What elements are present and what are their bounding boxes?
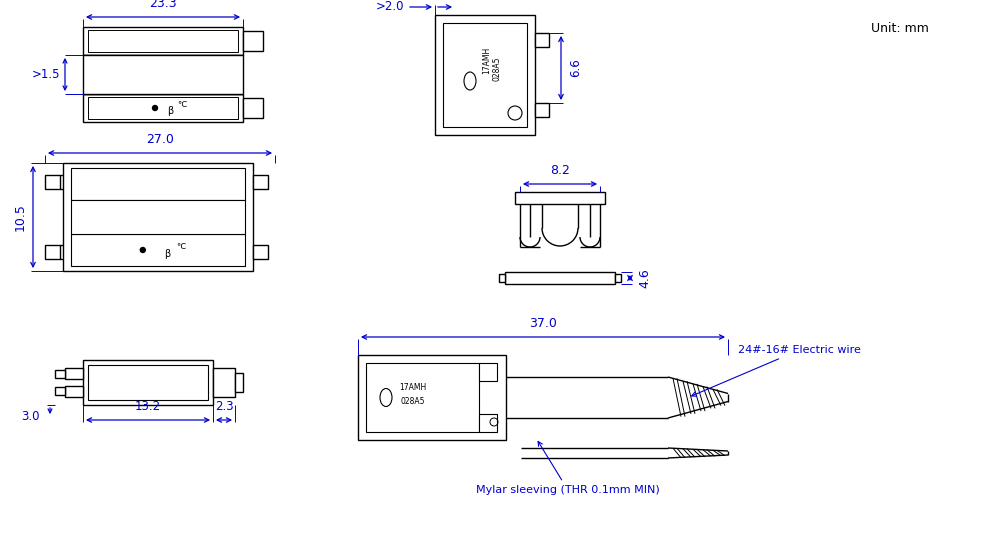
Bar bbox=[45, 175, 60, 189]
Text: $\mathregular{\beta}$: $\mathregular{\beta}$ bbox=[167, 105, 174, 118]
Text: 4.6: 4.6 bbox=[637, 268, 650, 288]
Bar bbox=[71, 168, 244, 200]
Bar bbox=[366, 363, 479, 432]
Bar bbox=[83, 27, 242, 55]
Text: 6.6: 6.6 bbox=[568, 59, 581, 78]
Bar bbox=[253, 175, 268, 189]
Text: 23.3: 23.3 bbox=[149, 0, 176, 10]
Bar bbox=[534, 33, 548, 47]
Text: >2.0: >2.0 bbox=[375, 1, 404, 14]
Bar bbox=[534, 103, 548, 117]
Bar bbox=[435, 15, 534, 135]
Bar bbox=[65, 386, 83, 397]
Bar bbox=[242, 98, 263, 118]
Text: >1.5: >1.5 bbox=[31, 68, 60, 81]
Bar bbox=[55, 370, 65, 378]
Bar bbox=[479, 414, 497, 432]
Text: Unit: mm: Unit: mm bbox=[870, 22, 928, 35]
Bar bbox=[499, 274, 504, 282]
Circle shape bbox=[140, 248, 145, 253]
Bar bbox=[83, 94, 242, 122]
Bar bbox=[504, 272, 614, 284]
Bar bbox=[65, 368, 83, 379]
Text: ℃: ℃ bbox=[176, 242, 185, 250]
Bar bbox=[83, 360, 212, 405]
Text: 2.3: 2.3 bbox=[214, 400, 233, 413]
Bar bbox=[242, 31, 263, 51]
Text: 10.5: 10.5 bbox=[14, 203, 27, 231]
Bar bbox=[63, 163, 253, 271]
Bar bbox=[88, 97, 237, 119]
Bar bbox=[253, 245, 268, 259]
Text: 13.2: 13.2 bbox=[135, 400, 161, 413]
Bar bbox=[55, 387, 65, 395]
Text: 8.2: 8.2 bbox=[549, 164, 569, 177]
Text: $\mathregular{\beta}$: $\mathregular{\beta}$ bbox=[163, 247, 171, 261]
Bar bbox=[514, 192, 604, 204]
Bar bbox=[45, 245, 60, 259]
Bar bbox=[234, 373, 242, 392]
Bar bbox=[614, 274, 620, 282]
Text: 17AMH: 17AMH bbox=[482, 47, 491, 74]
Text: 028A5: 028A5 bbox=[401, 397, 425, 406]
Text: 028A5: 028A5 bbox=[492, 57, 501, 81]
Circle shape bbox=[152, 106, 157, 111]
Bar bbox=[71, 200, 244, 234]
Bar bbox=[443, 23, 526, 127]
Bar bbox=[479, 363, 497, 381]
Text: 27.0: 27.0 bbox=[146, 133, 173, 146]
Text: 37.0: 37.0 bbox=[528, 317, 556, 330]
Bar bbox=[88, 30, 237, 52]
Text: 3.0: 3.0 bbox=[21, 410, 40, 423]
Bar bbox=[88, 365, 207, 400]
Text: 17AMH: 17AMH bbox=[399, 383, 426, 392]
Bar bbox=[358, 355, 505, 440]
Bar bbox=[71, 234, 244, 266]
Bar bbox=[212, 368, 234, 397]
Text: ℃: ℃ bbox=[177, 100, 186, 109]
Text: Mylar sleeving (THR 0.1mm MIN): Mylar sleeving (THR 0.1mm MIN) bbox=[476, 441, 659, 495]
Text: 24#-16# Electric wire: 24#-16# Electric wire bbox=[691, 345, 860, 396]
Bar bbox=[83, 55, 242, 94]
